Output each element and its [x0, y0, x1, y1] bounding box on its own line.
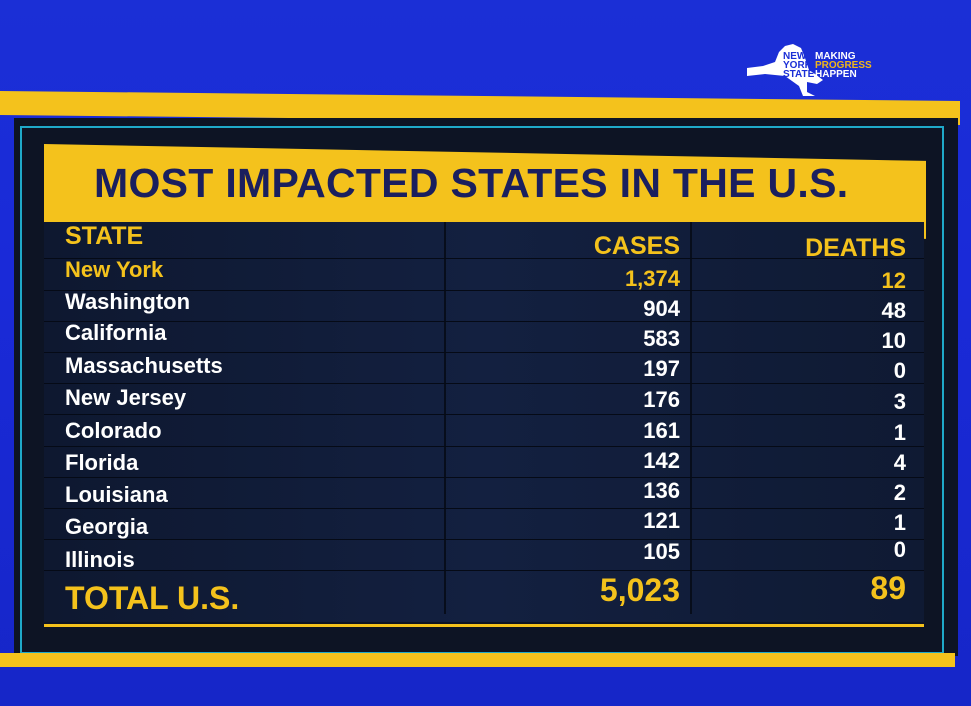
row-state: New York [65, 257, 164, 282]
row-cases: 904 [643, 296, 680, 321]
row-state: Washington [65, 289, 191, 314]
logo-wordmark: NEW YORK STATE MAKING PROGRESS HAPPEN [783, 51, 872, 80]
page-title: MOST IMPACTED STATES IN THE U.S. [94, 160, 849, 206]
row-state: Florida [65, 450, 139, 475]
row-deaths: 12 [881, 268, 906, 293]
row-deaths: 4 [893, 450, 906, 475]
row-divider [44, 321, 924, 322]
row-deaths: 3 [893, 389, 906, 414]
row-cases: 583 [643, 326, 680, 351]
row-state: Illinois [65, 547, 135, 572]
row-deaths: 0 [893, 358, 906, 383]
row-divider [44, 258, 924, 259]
row-divider [44, 383, 924, 384]
logo-line-2: YORK [783, 60, 812, 71]
column-divider [690, 222, 692, 614]
logo-line-3: STATE [783, 69, 815, 80]
row-deaths: 10 [881, 328, 906, 353]
row-cases: 105 [643, 539, 680, 564]
bottom-gold-stripe [0, 653, 955, 667]
row-deaths: 48 [881, 298, 906, 323]
row-state: New Jersey [65, 385, 187, 410]
row-divider [44, 477, 924, 478]
row-cases: 142 [643, 448, 680, 473]
row-cases: 1,374 [624, 266, 680, 291]
row-state: Massachusetts [65, 353, 223, 378]
row-cases: 197 [643, 356, 680, 381]
new-york-state-logo [747, 44, 823, 96]
logo-making: MAKING [815, 51, 856, 62]
logo-line-1: NEW [783, 51, 807, 62]
row-deaths: 0 [893, 537, 906, 562]
row-deaths: 1 [893, 510, 906, 535]
total-deaths: 89 [870, 570, 906, 606]
bottom-gold-line [44, 624, 924, 627]
row-divider [44, 508, 924, 509]
row-cases: 121 [643, 508, 680, 533]
row-deaths: 1 [893, 420, 906, 445]
row-state: Colorado [65, 418, 162, 443]
header-cases: CASES [593, 232, 680, 260]
total-cases: 5,023 [599, 572, 680, 608]
total-label: TOTAL U.S. [65, 580, 240, 616]
row-state: California [65, 320, 167, 345]
row-cases: 176 [643, 387, 680, 412]
row-divider [44, 539, 924, 540]
row-divider [44, 290, 924, 291]
row-divider [44, 446, 924, 447]
data-table [44, 222, 924, 622]
row-divider [44, 414, 924, 415]
header-state: STATE [65, 222, 144, 250]
row-state: Georgia [65, 514, 149, 539]
row-divider [44, 352, 924, 353]
row-cases: 136 [643, 478, 680, 503]
row-deaths: 2 [893, 480, 906, 505]
row-divider [44, 570, 924, 571]
row-cases: 161 [643, 418, 680, 443]
logo-happen: HAPPEN [815, 69, 857, 80]
logo-progress: PROGRESS [815, 60, 872, 71]
header-deaths: DEATHS [805, 234, 906, 262]
column-divider [444, 222, 446, 614]
row-state: Louisiana [65, 482, 168, 507]
